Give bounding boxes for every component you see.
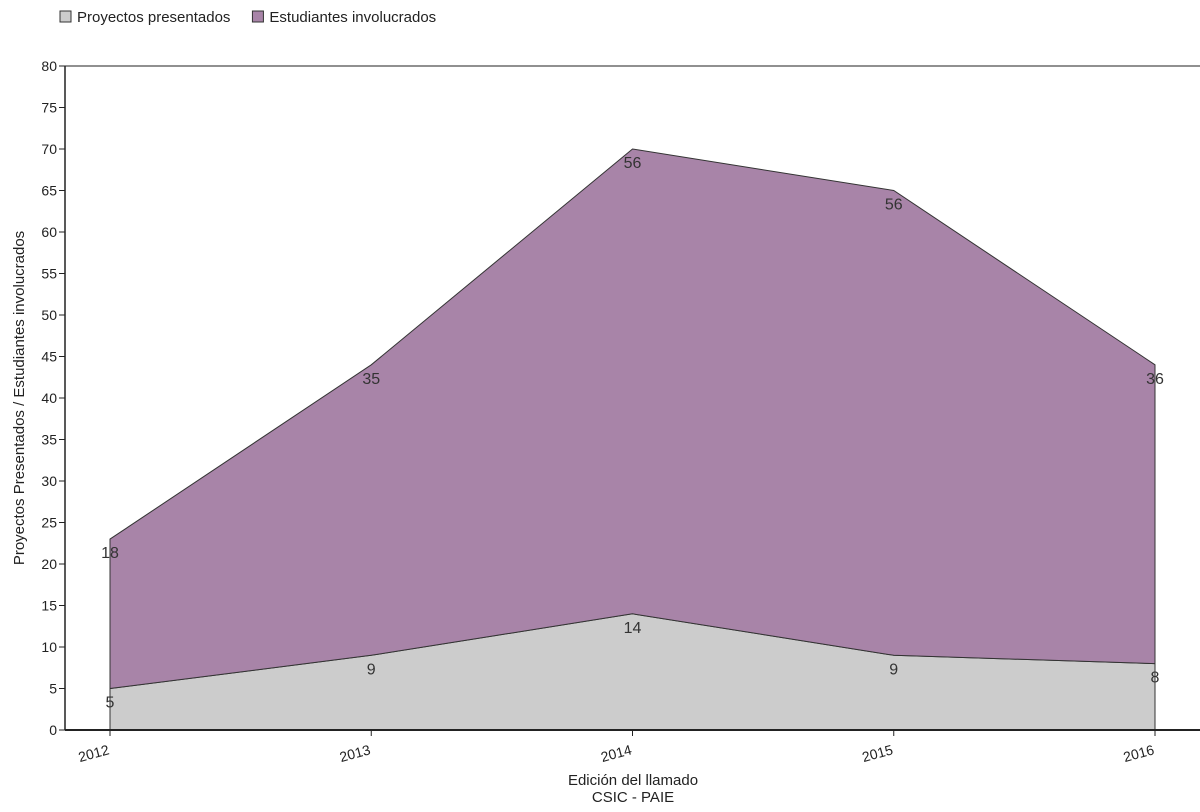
y-tick-label: 65 (41, 183, 57, 199)
y-tick-label: 60 (41, 224, 57, 240)
y-tick-label: 35 (41, 432, 57, 448)
legend-label: Estudiantes involucrados (269, 9, 436, 26)
legend-swatch (59, 10, 72, 23)
data-label: 18 (101, 545, 119, 562)
y-axis-ticks: 0 5 10 15 20 25 30 35 40 45 50 55 60 65 70 75 80 (41, 58, 65, 738)
x-tick-label: 2012 (77, 741, 111, 765)
x-tick-label: 2016 (1122, 741, 1156, 765)
data-label: 56 (624, 155, 642, 172)
x-axis-title: Edición del llamado (568, 772, 698, 789)
data-label: 14 (624, 620, 642, 637)
y-tick-label: 75 (41, 100, 57, 116)
x-tick-label: 2015 (860, 741, 894, 765)
data-label: 36 (1146, 371, 1164, 388)
y-tick-label: 15 (41, 598, 57, 614)
series-areas (109, 148, 1156, 731)
data-label: 5 (106, 695, 115, 712)
y-tick-label: 0 (49, 722, 57, 738)
y-tick-label: 10 (41, 639, 57, 655)
y-tick-label: 25 (41, 515, 57, 531)
x-axis-subtitle: CSIC - PAIE (592, 789, 674, 806)
data-label: 56 (885, 197, 903, 214)
y-tick-label: 55 (41, 266, 57, 282)
data-label: 9 (889, 661, 898, 678)
y-tick-label: 80 (41, 58, 57, 74)
data-labels: 5 9 14 9 8 18 35 56 56 36 (101, 155, 1164, 712)
x-tick-label: 2014 (599, 741, 633, 765)
y-tick-label: 50 (41, 307, 57, 323)
y-tick-label: 40 (41, 390, 57, 406)
y-axis-title: Proyectos Presentados / Estudiantes invo… (11, 231, 28, 565)
legend-label: Proyectos presentados (77, 9, 230, 26)
y-tick-label: 45 (41, 349, 57, 365)
legend: Proyectos presentados Estudiantes involuc… (59, 9, 436, 26)
legend-swatch (251, 10, 264, 23)
data-label: 8 (1151, 670, 1160, 687)
x-tick-label: 2013 (338, 741, 372, 765)
series-area-2 (109, 148, 1156, 690)
y-tick-label: 70 (41, 141, 57, 157)
y-tick-label: 30 (41, 473, 57, 489)
y-tick-label: 5 (49, 681, 57, 697)
data-label: 9 (367, 661, 376, 678)
y-tick-label: 20 (41, 556, 57, 572)
data-label: 35 (362, 371, 380, 388)
x-axis-ticks: 2012 2013 2014 2015 2016 (77, 730, 1156, 765)
